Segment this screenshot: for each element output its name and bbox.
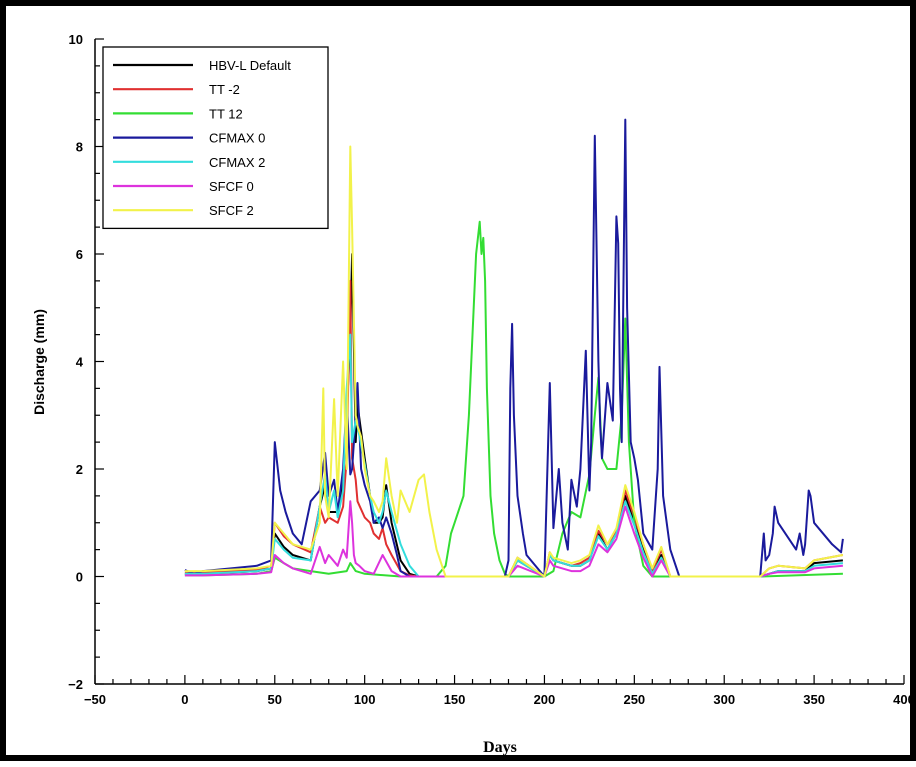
y-tick-label: 4 (76, 355, 84, 370)
x-tick-label: 150 (444, 692, 466, 707)
x-tick-label: −50 (84, 692, 106, 707)
y-tick-label: 2 (76, 462, 83, 477)
legend-label-tt-12: TT 12 (209, 106, 243, 121)
legend-label-tt-2: TT -2 (209, 82, 240, 97)
legend-label-sfcf-2: SFCF 2 (209, 203, 254, 218)
series-layer (184, 118, 844, 578)
y-tick-label: 6 (76, 247, 83, 262)
y-tick-label: 8 (76, 140, 83, 155)
y-tick-label: 0 (76, 570, 83, 585)
series-line-sfcf-0 (184, 500, 843, 578)
x-tick-label: 250 (623, 692, 645, 707)
x-tick-label: 0 (181, 692, 188, 707)
legend-label-cfmax-0: CFMAX 0 (209, 131, 265, 146)
x-tick-label: 50 (268, 692, 282, 707)
x-tick-label: 100 (354, 692, 376, 707)
legend-label-hbv-l-default: HBV-L Default (209, 58, 291, 73)
series-line-cfmax-2 (184, 333, 843, 578)
axes: −50 0 50 100 150 200 250 300 350 400 −2 0 2 4 6 8 10 (68, 32, 915, 707)
y-tick-label: 10 (69, 32, 83, 47)
x-axis-title: Days (483, 739, 517, 756)
y-tick-label: −2 (68, 677, 83, 692)
x-tick-label: 200 (534, 692, 556, 707)
line-chart: −50 0 50 100 150 200 250 300 350 400 −2 0 2 4 6 8 10 HBV… (31, 32, 915, 756)
series-line-tt-12 (184, 220, 843, 578)
x-tick-label: 350 (803, 692, 825, 707)
x-tick-label: 400 (893, 692, 915, 707)
legend-label-sfcf-0: SFCF 0 (209, 179, 254, 194)
series-line-sfcf-2 (184, 145, 844, 578)
series-line-cfmax-0 (184, 118, 844, 578)
x-tick-label: 300 (713, 692, 735, 707)
legend: HBV-L Default TT -2 TT 12 CFMAX 0 CFMAX 2 SFC… (102, 46, 329, 230)
y-axis-title: Discharge (mm) (31, 309, 47, 415)
legend-label-cfmax-2: CFMAX 2 (209, 155, 265, 170)
